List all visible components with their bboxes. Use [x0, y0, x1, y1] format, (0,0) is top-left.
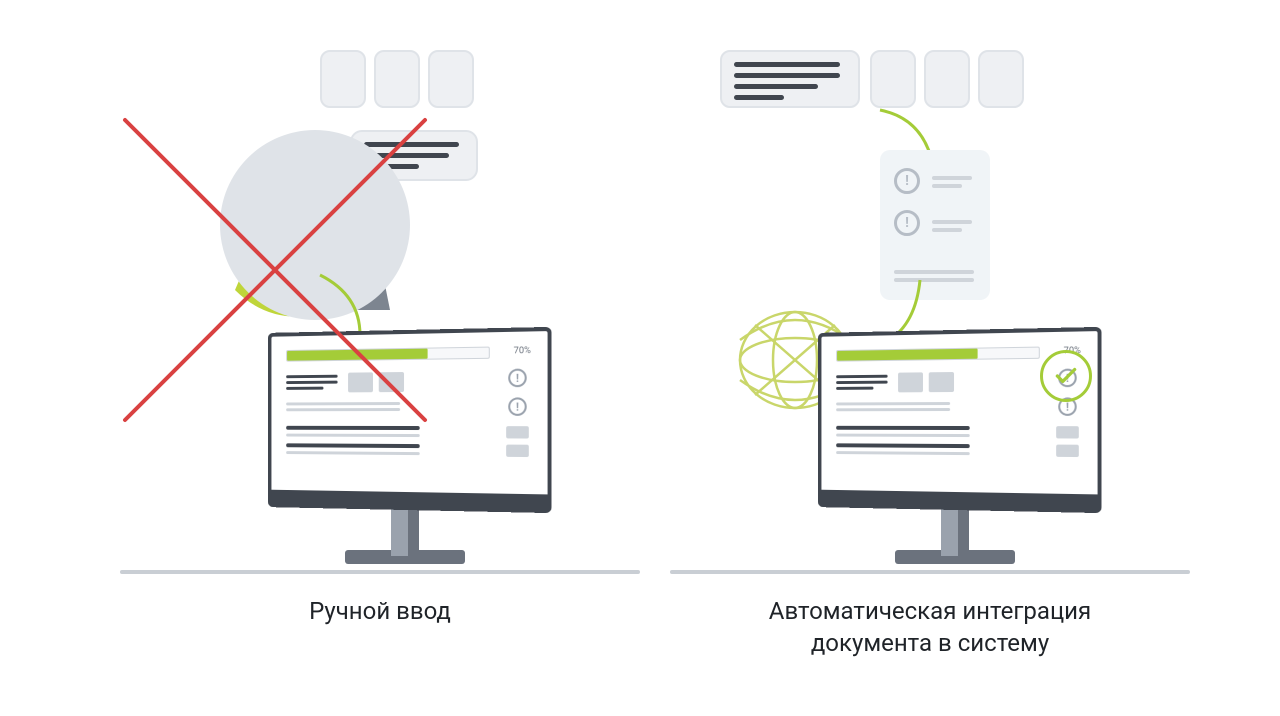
card-small: [978, 50, 1024, 108]
wire-line: [836, 381, 887, 384]
check-icon: [1040, 350, 1092, 402]
wire-line: [836, 387, 873, 390]
wire-line: [286, 408, 400, 411]
caption-manual: Ручной ввод: [120, 595, 640, 627]
wire-line: [836, 375, 887, 378]
wire-line: [286, 451, 420, 455]
progress-fill: [287, 349, 428, 361]
wire-box: [348, 372, 373, 392]
wire-box: [506, 445, 529, 457]
doc-line: [932, 176, 972, 180]
doc-line: [932, 184, 962, 188]
text-line: [734, 84, 818, 89]
wire-box: [929, 372, 954, 392]
warn-icon: !: [508, 369, 527, 388]
panel-manual: 70% ! ! Ручной ввод: [120, 40, 640, 660]
wire-box: [898, 372, 923, 392]
warn-icon: !: [894, 168, 920, 194]
text-line: [734, 95, 784, 100]
wire-line: [836, 434, 970, 437]
progress-label: 70%: [514, 346, 531, 357]
monitor: 70% ! !: [260, 330, 550, 570]
wire-box: [506, 426, 529, 438]
screen-wireframe: 70% ! !: [281, 342, 538, 484]
cards-row: [320, 50, 474, 108]
ground-line: [120, 570, 640, 574]
wire-line: [286, 434, 420, 437]
wire-box: [1056, 426, 1079, 438]
monitor-bezel: 70% ! !: [268, 327, 552, 513]
text-line: [734, 62, 840, 67]
wire-line: [286, 426, 420, 430]
ground-line: [670, 570, 1190, 574]
progress-fill: [837, 349, 978, 361]
monitor-stand-neck: [941, 506, 969, 556]
wire-line: [286, 443, 420, 448]
wire-line: [836, 426, 970, 430]
card-wide: [720, 50, 860, 108]
wire-line: [836, 451, 970, 455]
warn-icon: !: [894, 210, 920, 236]
text-line: [734, 73, 840, 78]
wire-line: [286, 387, 323, 390]
wire-box: [1056, 445, 1079, 457]
wire-line: [836, 443, 970, 448]
panel-auto: ! ! 70%: [670, 40, 1190, 660]
doc-line: [932, 228, 962, 232]
wire-line: [286, 375, 337, 378]
wire-line: [836, 408, 950, 411]
card-small: [320, 50, 366, 108]
doc-line: [932, 220, 972, 224]
caption-auto: Автоматическая интеграция документа в си…: [670, 595, 1190, 660]
wire-line: [836, 402, 950, 405]
warn-icon: !: [508, 397, 527, 416]
card-small: [428, 50, 474, 108]
wire-box: [379, 372, 404, 392]
wire-line: [286, 402, 400, 405]
card-small: [374, 50, 420, 108]
monitor-stand-neck: [391, 506, 419, 556]
wire-line: [286, 381, 337, 384]
